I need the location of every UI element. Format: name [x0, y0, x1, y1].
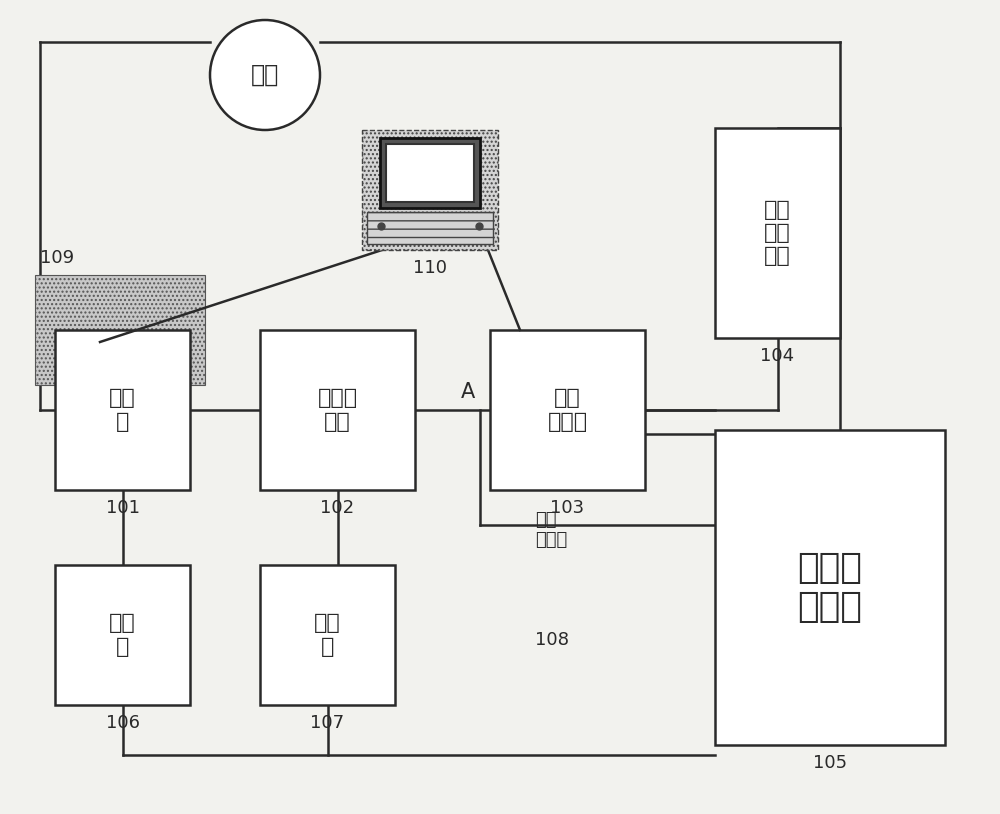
Text: 微电
机: 微电 机: [109, 388, 136, 431]
Text: 108: 108: [535, 631, 569, 649]
Text: 104: 104: [760, 347, 795, 365]
Bar: [386, 144, 474, 202]
Bar: [260, 330, 415, 490]
Text: 110: 110: [413, 259, 447, 277]
Text: 热保护
装置: 热保护 装置: [317, 388, 358, 431]
Text: 热电
偶: 热电 偶: [314, 614, 341, 657]
Bar: [55, 330, 190, 490]
Text: 101: 101: [106, 499, 140, 517]
Text: 109: 109: [40, 249, 74, 267]
Bar: [367, 212, 493, 244]
Bar: [490, 330, 645, 490]
Text: 数据采
集装置: 数据采 集装置: [798, 551, 862, 624]
Bar: [362, 130, 498, 250]
Text: 103: 103: [550, 499, 585, 517]
Bar: [715, 430, 945, 745]
Circle shape: [210, 20, 320, 130]
Text: 106: 106: [106, 714, 140, 732]
Bar: [380, 138, 480, 208]
Bar: [260, 565, 395, 705]
Text: 热电
偶: 热电 偶: [109, 614, 136, 657]
Text: 电源: 电源: [251, 63, 279, 87]
Text: 电流
感测
装置: 电流 感测 装置: [764, 199, 791, 266]
Bar: [35, 275, 205, 385]
Text: 102: 102: [320, 499, 355, 517]
Text: 电压
传感线: 电压 传感线: [535, 510, 567, 549]
Text: 105: 105: [813, 754, 847, 772]
Bar: [55, 565, 190, 705]
Text: A: A: [461, 382, 475, 402]
Text: 107: 107: [310, 714, 345, 732]
Text: 固态
继电器: 固态 继电器: [547, 388, 588, 431]
Bar: [715, 128, 840, 338]
